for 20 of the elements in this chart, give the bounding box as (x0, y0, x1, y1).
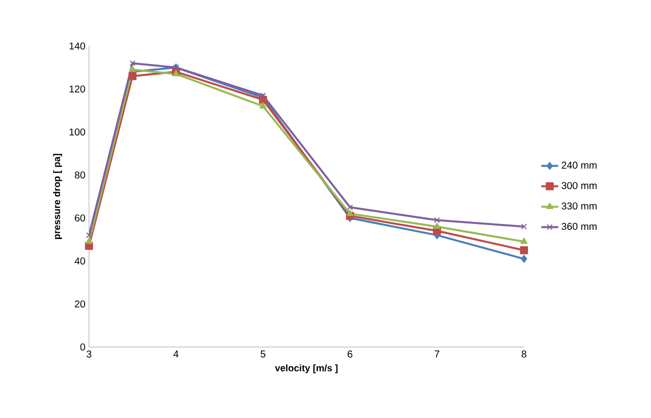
y-tick-label: 0 (80, 343, 86, 351)
x-tick-label: 6 (348, 350, 352, 358)
y-tick-label: 60 (74, 214, 86, 222)
x-tick-label: 8 (522, 350, 526, 358)
y-tick-label: 40 (74, 257, 86, 265)
y-tick-label: 20 (74, 300, 86, 308)
legend-label: 330 mm (562, 202, 597, 210)
x-tick-label: 4 (173, 350, 178, 358)
x-tick-label: 5 (260, 350, 266, 358)
y-tick-label: 140 (70, 42, 86, 50)
legend-label: 240 mm (562, 162, 597, 169)
x-axis-title: velocity [m/s ] (274, 364, 338, 374)
y-tick-label: 80 (74, 171, 86, 179)
y-tick-label: 120 (70, 85, 86, 93)
x-tick-label: 7 (434, 350, 440, 358)
y-tick-label: 100 (70, 128, 86, 136)
legend-label: 300 mm (562, 182, 597, 190)
x-tick-label: 3 (86, 350, 92, 358)
y-axis-title: pressure drop [ pa] (53, 154, 62, 239)
legend-label: 360 mm (562, 222, 597, 230)
